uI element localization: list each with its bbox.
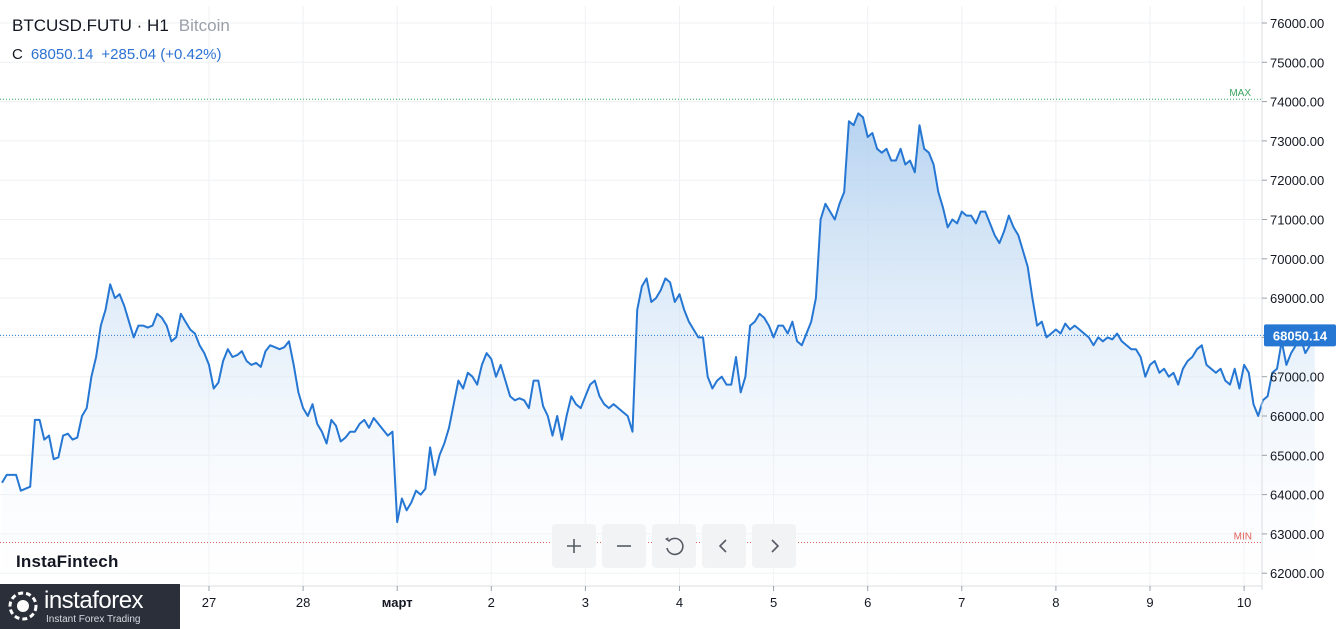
x-tick-label: 28	[296, 595, 310, 610]
y-tick-label: 67000.00	[1270, 370, 1324, 385]
x-tick-label: март	[382, 595, 413, 610]
last-price-label: 68050.14	[1273, 328, 1328, 343]
symbol-label[interactable]: BTCUSD.FUTU · H1	[12, 16, 169, 35]
y-tick-label: 75000.00	[1270, 55, 1324, 70]
chart-toolbar	[552, 524, 796, 568]
x-tick-label: 6	[864, 595, 871, 610]
x-axis[interactable]: 27 28 март 2 3 4 5 6 7 8 9 10	[0, 585, 1262, 610]
scroll-left-button[interactable]	[702, 524, 746, 568]
x-tick-label: 8	[1052, 595, 1059, 610]
x-tick-label: 27	[202, 595, 216, 610]
y-tick-label: 73000.00	[1270, 134, 1324, 149]
x-tick-label: 4	[676, 595, 683, 610]
minus-icon	[617, 545, 631, 547]
brand-wordmark: instaforex	[44, 587, 144, 614]
price-area-fill	[2, 113, 1315, 587]
instrument-name: Bitcoin	[178, 16, 230, 35]
price-line	[1, 112, 1316, 524]
plus-icon	[567, 539, 581, 553]
close-value: 68050.14	[30, 46, 94, 63]
y-tick-label: 64000.00	[1270, 488, 1324, 503]
chart-legend-price: C 68050.14 +285.04 (+0.42%)	[12, 46, 222, 63]
price-change: +285.04 (+0.42%)	[101, 46, 222, 63]
y-tick-label: 70000.00	[1270, 252, 1324, 267]
price-area	[2, 113, 1315, 587]
y-tick-label: 66000.00	[1270, 409, 1324, 424]
watermark: InstaFintech	[16, 552, 119, 571]
last-price-badge	[1264, 324, 1336, 347]
chart-legend-title: BTCUSD.FUTU · H1 Bitcoin	[12, 16, 230, 36]
y-tick-label: 71000.00	[1270, 213, 1324, 228]
chevron-right-icon	[771, 539, 780, 553]
zoom-out-button[interactable]	[602, 524, 646, 568]
scroll-right-button[interactable]	[752, 524, 796, 568]
x-tick-label: 10	[1237, 595, 1251, 610]
min-label: MIN	[1234, 532, 1252, 543]
y-tick-label: 63000.00	[1270, 527, 1324, 542]
y-tick-label: 74000.00	[1270, 95, 1324, 110]
y-axis[interactable]: 62000.00 63000.00 64000.00 65000.00 66000.00…	[1261, 0, 1336, 590]
x-tick-label: 5	[770, 595, 777, 610]
chevron-left-icon	[718, 539, 727, 553]
instaforex-logo[interactable]: instaforex Instant Forex Trading	[0, 584, 180, 629]
x-tick-label: 3	[582, 595, 589, 610]
instaforex-logo-icon	[8, 591, 38, 621]
max-label: MAX	[1229, 88, 1251, 99]
y-tick-label: 69000.00	[1270, 291, 1324, 306]
reset-icon	[665, 537, 684, 556]
x-tick-label: 2	[488, 595, 495, 610]
y-tick-label: 62000.00	[1270, 566, 1324, 581]
reset-chart-button[interactable]	[652, 524, 696, 568]
close-label: C	[12, 46, 23, 63]
x-tick-label: 9	[1146, 595, 1153, 610]
x-tick-label: 7	[958, 595, 965, 610]
y-tick-label: 72000.00	[1270, 173, 1324, 188]
y-tick-label: 65000.00	[1270, 448, 1324, 463]
brand-tagline: Instant Forex Trading	[46, 614, 141, 625]
y-tick-label: 76000.00	[1270, 16, 1324, 31]
zoom-in-button[interactable]	[552, 524, 596, 568]
